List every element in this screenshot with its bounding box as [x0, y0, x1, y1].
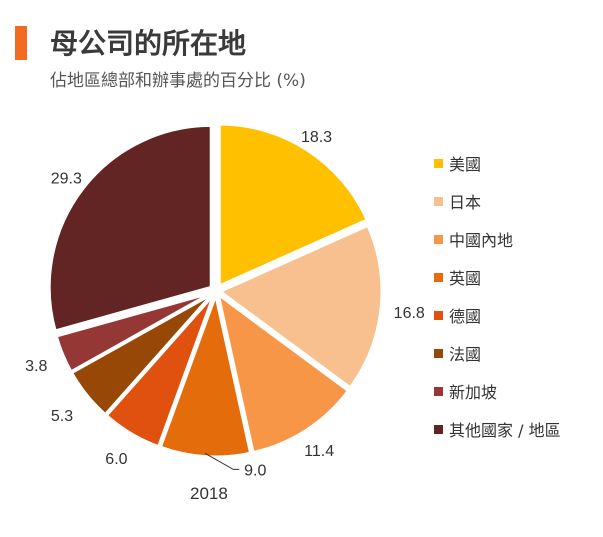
- pie-slice-8: [47, 123, 213, 333]
- year-label: 2018: [190, 484, 228, 503]
- chart-legend: 美國日本中國內地英國德國法國新加坡其他國家 / 地區: [434, 144, 599, 448]
- data-label: 29.3: [51, 170, 82, 187]
- legend-swatch: [434, 424, 443, 434]
- pie-slice-7: [54, 291, 214, 374]
- pie-slice-1: [217, 122, 370, 289]
- legend-item: 日本: [434, 182, 599, 220]
- data-label: 3.8: [25, 358, 47, 375]
- data-label: 16.8: [394, 305, 425, 322]
- legend-label: 英國: [449, 269, 482, 288]
- pie-slice-4: [158, 289, 253, 459]
- legend-swatch: [434, 310, 443, 320]
- legend-label: 其他國家 / 地區: [449, 421, 561, 440]
- legend-swatch: [434, 234, 443, 244]
- legend-swatch: [434, 158, 443, 168]
- legend-item: 中國內地: [434, 220, 599, 258]
- chart-subtitle: 佔地區總部和辦事處的百分比 (%): [50, 71, 306, 91]
- legend-item: 其他國家 / 地區: [434, 410, 599, 448]
- legend-label: 德國: [449, 307, 482, 326]
- legend-item: 新加坡: [434, 372, 599, 410]
- legend-swatch: [434, 386, 443, 396]
- leader-line: [205, 452, 240, 470]
- data-label: 5.3: [51, 408, 73, 425]
- legend-item: 英國: [434, 258, 599, 296]
- legend-swatch: [434, 196, 443, 206]
- data-label: 9.0: [244, 462, 266, 479]
- data-label: 18.3: [301, 129, 332, 146]
- legend-label: 新加坡: [449, 383, 498, 402]
- legend-item: 法國: [434, 334, 599, 372]
- chart-title: 母公司的所在地: [50, 27, 247, 60]
- pie-slice-3: [215, 290, 351, 455]
- legend-swatch: [434, 272, 443, 282]
- legend-item: 美國: [434, 144, 599, 182]
- data-label: 11.4: [304, 443, 334, 460]
- legend-label: 日本: [449, 193, 482, 212]
- title-accent-bar: [15, 26, 27, 60]
- data-label: 6.0: [105, 451, 127, 468]
- legend-label: 美國: [449, 155, 482, 174]
- pie-slice-2: [217, 223, 384, 390]
- legend-swatch: [434, 348, 443, 358]
- legend-item: 德國: [434, 296, 599, 334]
- legend-label: 法國: [449, 345, 482, 364]
- legend-label: 中國內地: [449, 231, 514, 250]
